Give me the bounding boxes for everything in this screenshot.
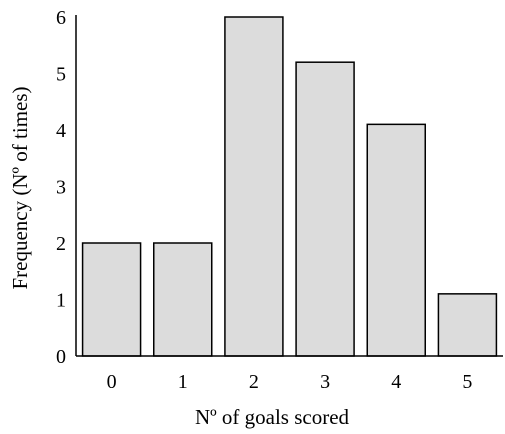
x-tick-label-5: 5	[462, 371, 472, 393]
x-tick-label-4: 4	[391, 371, 401, 393]
bar-0	[81, 242, 142, 357]
y-tick-label-0: 0	[56, 346, 66, 368]
x-tick-label-0: 0	[107, 371, 117, 393]
bar-1	[153, 242, 213, 357]
bar-5	[437, 293, 498, 357]
x-tick-label-3: 3	[320, 371, 330, 393]
y-axis-title: Frequency (Nº of times)	[8, 86, 32, 289]
y-tick-label-2: 2	[56, 233, 66, 255]
y-tick-label-3: 3	[56, 177, 66, 199]
y-tick-label-4: 4	[56, 120, 66, 142]
y-tick-label-6: 6	[56, 7, 66, 29]
bars-group	[81, 16, 498, 357]
y-tick-label-5: 5	[56, 64, 66, 86]
y-tick-label-1: 1	[56, 290, 66, 312]
x-ticks-group: 0 1 2 3 4 5	[107, 371, 473, 393]
x-tick-label-2: 2	[249, 371, 259, 393]
bar-3	[295, 61, 355, 357]
bar-4	[366, 123, 426, 357]
bar-2	[224, 16, 284, 357]
x-axis-title: Nº of goals scored	[195, 405, 350, 429]
y-ticks-group: 0 1 2 3 4 5 6	[56, 7, 66, 368]
x-tick-label-1: 1	[178, 371, 188, 393]
